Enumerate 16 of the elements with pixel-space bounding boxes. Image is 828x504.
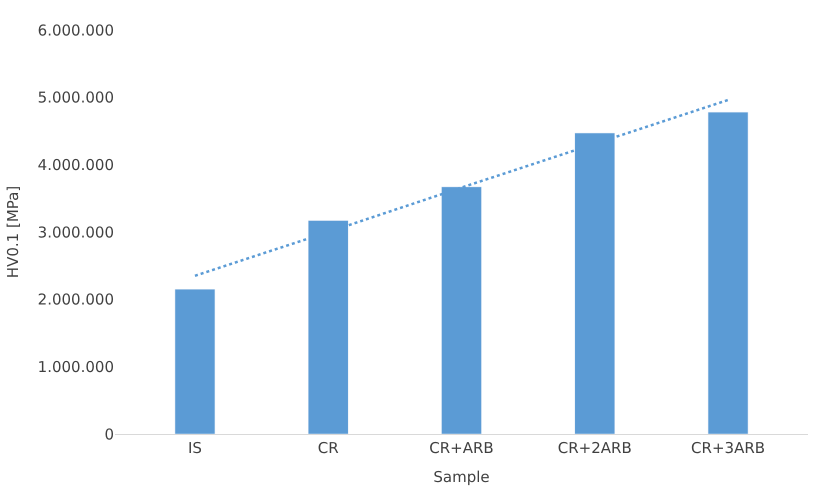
x-tick-label: IS (188, 439, 202, 457)
y-axis-title: HV0.1 [MPa] (4, 186, 22, 278)
bar (708, 112, 748, 434)
x-tick-label: CR (318, 439, 339, 457)
x-axis-title: Sample (433, 468, 490, 486)
y-tick-label: 0 (104, 425, 114, 444)
x-tick-label: CR+2ARB (558, 439, 632, 457)
y-tick-label: 6.000.000 (38, 21, 114, 40)
x-tick-label: CR+3ARB (691, 439, 766, 457)
x-tick-label: CR+ARB (429, 439, 494, 457)
y-tick-label: 3.000.000 (38, 223, 114, 242)
y-tick-label: 5.000.000 (38, 88, 114, 107)
bar (174, 288, 216, 434)
y-tick-label: 2.000.000 (38, 290, 114, 309)
y-tick-label: 1.000.000 (38, 358, 114, 376)
y-tick-label: 4.000.000 (38, 156, 114, 174)
